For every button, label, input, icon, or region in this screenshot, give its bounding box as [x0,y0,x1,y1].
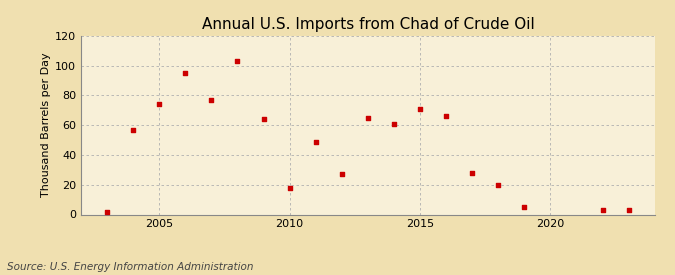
Point [467,170,478,175]
Text: Source: U.S. Energy Information Administration: Source: U.S. Energy Information Administ… [7,262,253,272]
Point [623,208,634,212]
Point [180,71,191,75]
Point [102,209,113,214]
Point [310,139,321,144]
Point [206,98,217,102]
Point [362,116,373,120]
Y-axis label: Thousand Barrels per Day: Thousand Barrels per Day [41,53,51,197]
Point [519,205,530,209]
Title: Annual U.S. Imports from Chad of Crude Oil: Annual U.S. Imports from Chad of Crude O… [202,17,534,32]
Point [284,185,295,190]
Point [336,172,347,177]
Point [441,114,452,118]
Point [154,102,165,106]
Point [258,117,269,121]
Point [389,122,400,126]
Point [414,106,425,111]
Point [232,59,243,63]
Point [493,183,504,187]
Point [128,127,138,132]
Point [597,208,608,212]
